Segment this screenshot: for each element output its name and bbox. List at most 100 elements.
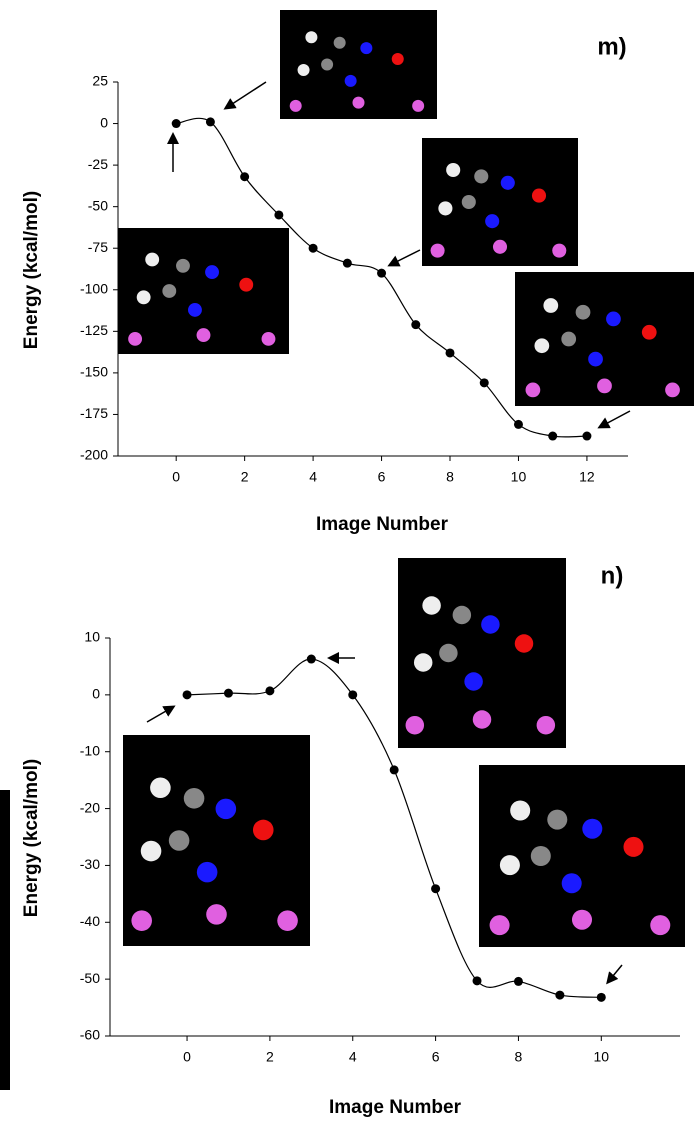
atom <box>176 259 190 273</box>
data-point <box>597 993 606 1002</box>
y-tick-label: 25 <box>92 73 108 89</box>
x-axis-label: Image Number <box>329 1097 462 1118</box>
atom <box>531 846 551 866</box>
data-point <box>473 976 482 985</box>
molecule-snapshot <box>479 765 685 947</box>
x-tick-label: 2 <box>266 1049 274 1065</box>
atom <box>515 634 533 652</box>
atom <box>597 379 612 394</box>
y-tick-label: -40 <box>80 913 100 929</box>
x-tick-label: 6 <box>378 469 386 485</box>
atom <box>543 298 558 313</box>
atom <box>642 325 657 340</box>
data-point <box>514 977 523 986</box>
data-point <box>265 686 274 695</box>
y-tick-label: -10 <box>80 742 100 758</box>
atom <box>277 910 298 931</box>
atom <box>137 290 151 304</box>
data-point <box>377 269 386 278</box>
atom <box>473 710 491 728</box>
x-tick-label: 4 <box>349 1049 357 1065</box>
y-tick-label: -150 <box>80 364 108 380</box>
arrow <box>147 707 173 722</box>
atom <box>216 799 237 820</box>
atom <box>576 305 591 320</box>
atom <box>422 596 440 614</box>
x-tick-label: 10 <box>594 1049 610 1065</box>
atom <box>547 810 567 830</box>
atom <box>462 195 476 209</box>
atom <box>474 169 488 183</box>
figure: 250-25-50-75-100-125-150-175-20002468101… <box>0 0 694 1125</box>
atom <box>406 716 424 734</box>
y-tick-label: -25 <box>88 156 108 172</box>
atom <box>438 201 452 215</box>
atom <box>184 788 205 809</box>
y-tick-label: 10 <box>84 629 100 645</box>
data-point <box>307 655 316 664</box>
y-tick-label: -50 <box>88 197 108 213</box>
x-tick-label: 12 <box>579 469 595 485</box>
x-axis-label: Image Number <box>316 514 449 535</box>
y-axis-label: Energy (kcal/mol) <box>21 759 42 917</box>
atom <box>169 830 190 851</box>
y-tick-label: -30 <box>80 856 100 872</box>
chart-title: m) <box>597 33 626 60</box>
atom <box>588 352 603 367</box>
data-point <box>480 378 489 387</box>
atom <box>572 910 592 930</box>
atom <box>501 176 515 190</box>
y-tick-label: -50 <box>80 970 100 986</box>
atom <box>606 312 621 327</box>
atom <box>353 97 365 109</box>
atom <box>431 244 445 258</box>
y-tick-label: -75 <box>88 239 108 255</box>
atom <box>290 100 302 112</box>
data-point <box>411 320 420 329</box>
atom <box>298 64 310 76</box>
atom <box>552 244 566 258</box>
data-point <box>172 119 181 128</box>
atom <box>446 163 460 177</box>
arrow <box>390 250 420 265</box>
atom <box>321 59 333 71</box>
atom <box>650 915 670 935</box>
atom <box>481 615 499 633</box>
atom <box>526 383 541 398</box>
data-point <box>582 432 591 441</box>
atom <box>205 265 219 279</box>
y-tick-label: -200 <box>80 447 108 463</box>
data-point <box>224 689 233 698</box>
molecule-snapshot <box>118 228 289 354</box>
y-tick-label: -20 <box>80 799 100 815</box>
x-tick-label: 10 <box>511 469 527 485</box>
x-tick-label: 8 <box>515 1049 523 1065</box>
atom <box>131 910 152 931</box>
atom <box>464 672 482 690</box>
y-tick-label: -100 <box>80 280 108 296</box>
atom <box>141 841 162 862</box>
atom <box>485 214 499 228</box>
atom <box>412 100 424 112</box>
atom <box>537 716 555 734</box>
data-point <box>390 765 399 774</box>
data-point <box>274 210 283 219</box>
atom <box>490 915 510 935</box>
atom <box>582 819 602 839</box>
atom <box>197 862 218 883</box>
molecule-snapshot <box>398 558 566 748</box>
atom <box>150 777 171 798</box>
atom <box>562 873 582 893</box>
molecule-snapshot <box>422 138 578 266</box>
data-point <box>240 172 249 181</box>
x-tick-label: 0 <box>172 469 180 485</box>
x-tick-label: 6 <box>432 1049 440 1065</box>
atom <box>500 855 520 875</box>
atom <box>334 37 346 49</box>
atom <box>453 606 471 624</box>
x-tick-label: 0 <box>183 1049 191 1065</box>
data-point <box>548 432 557 441</box>
atom <box>360 42 372 54</box>
molecule-snapshot <box>0 790 10 1090</box>
atom <box>392 53 404 65</box>
